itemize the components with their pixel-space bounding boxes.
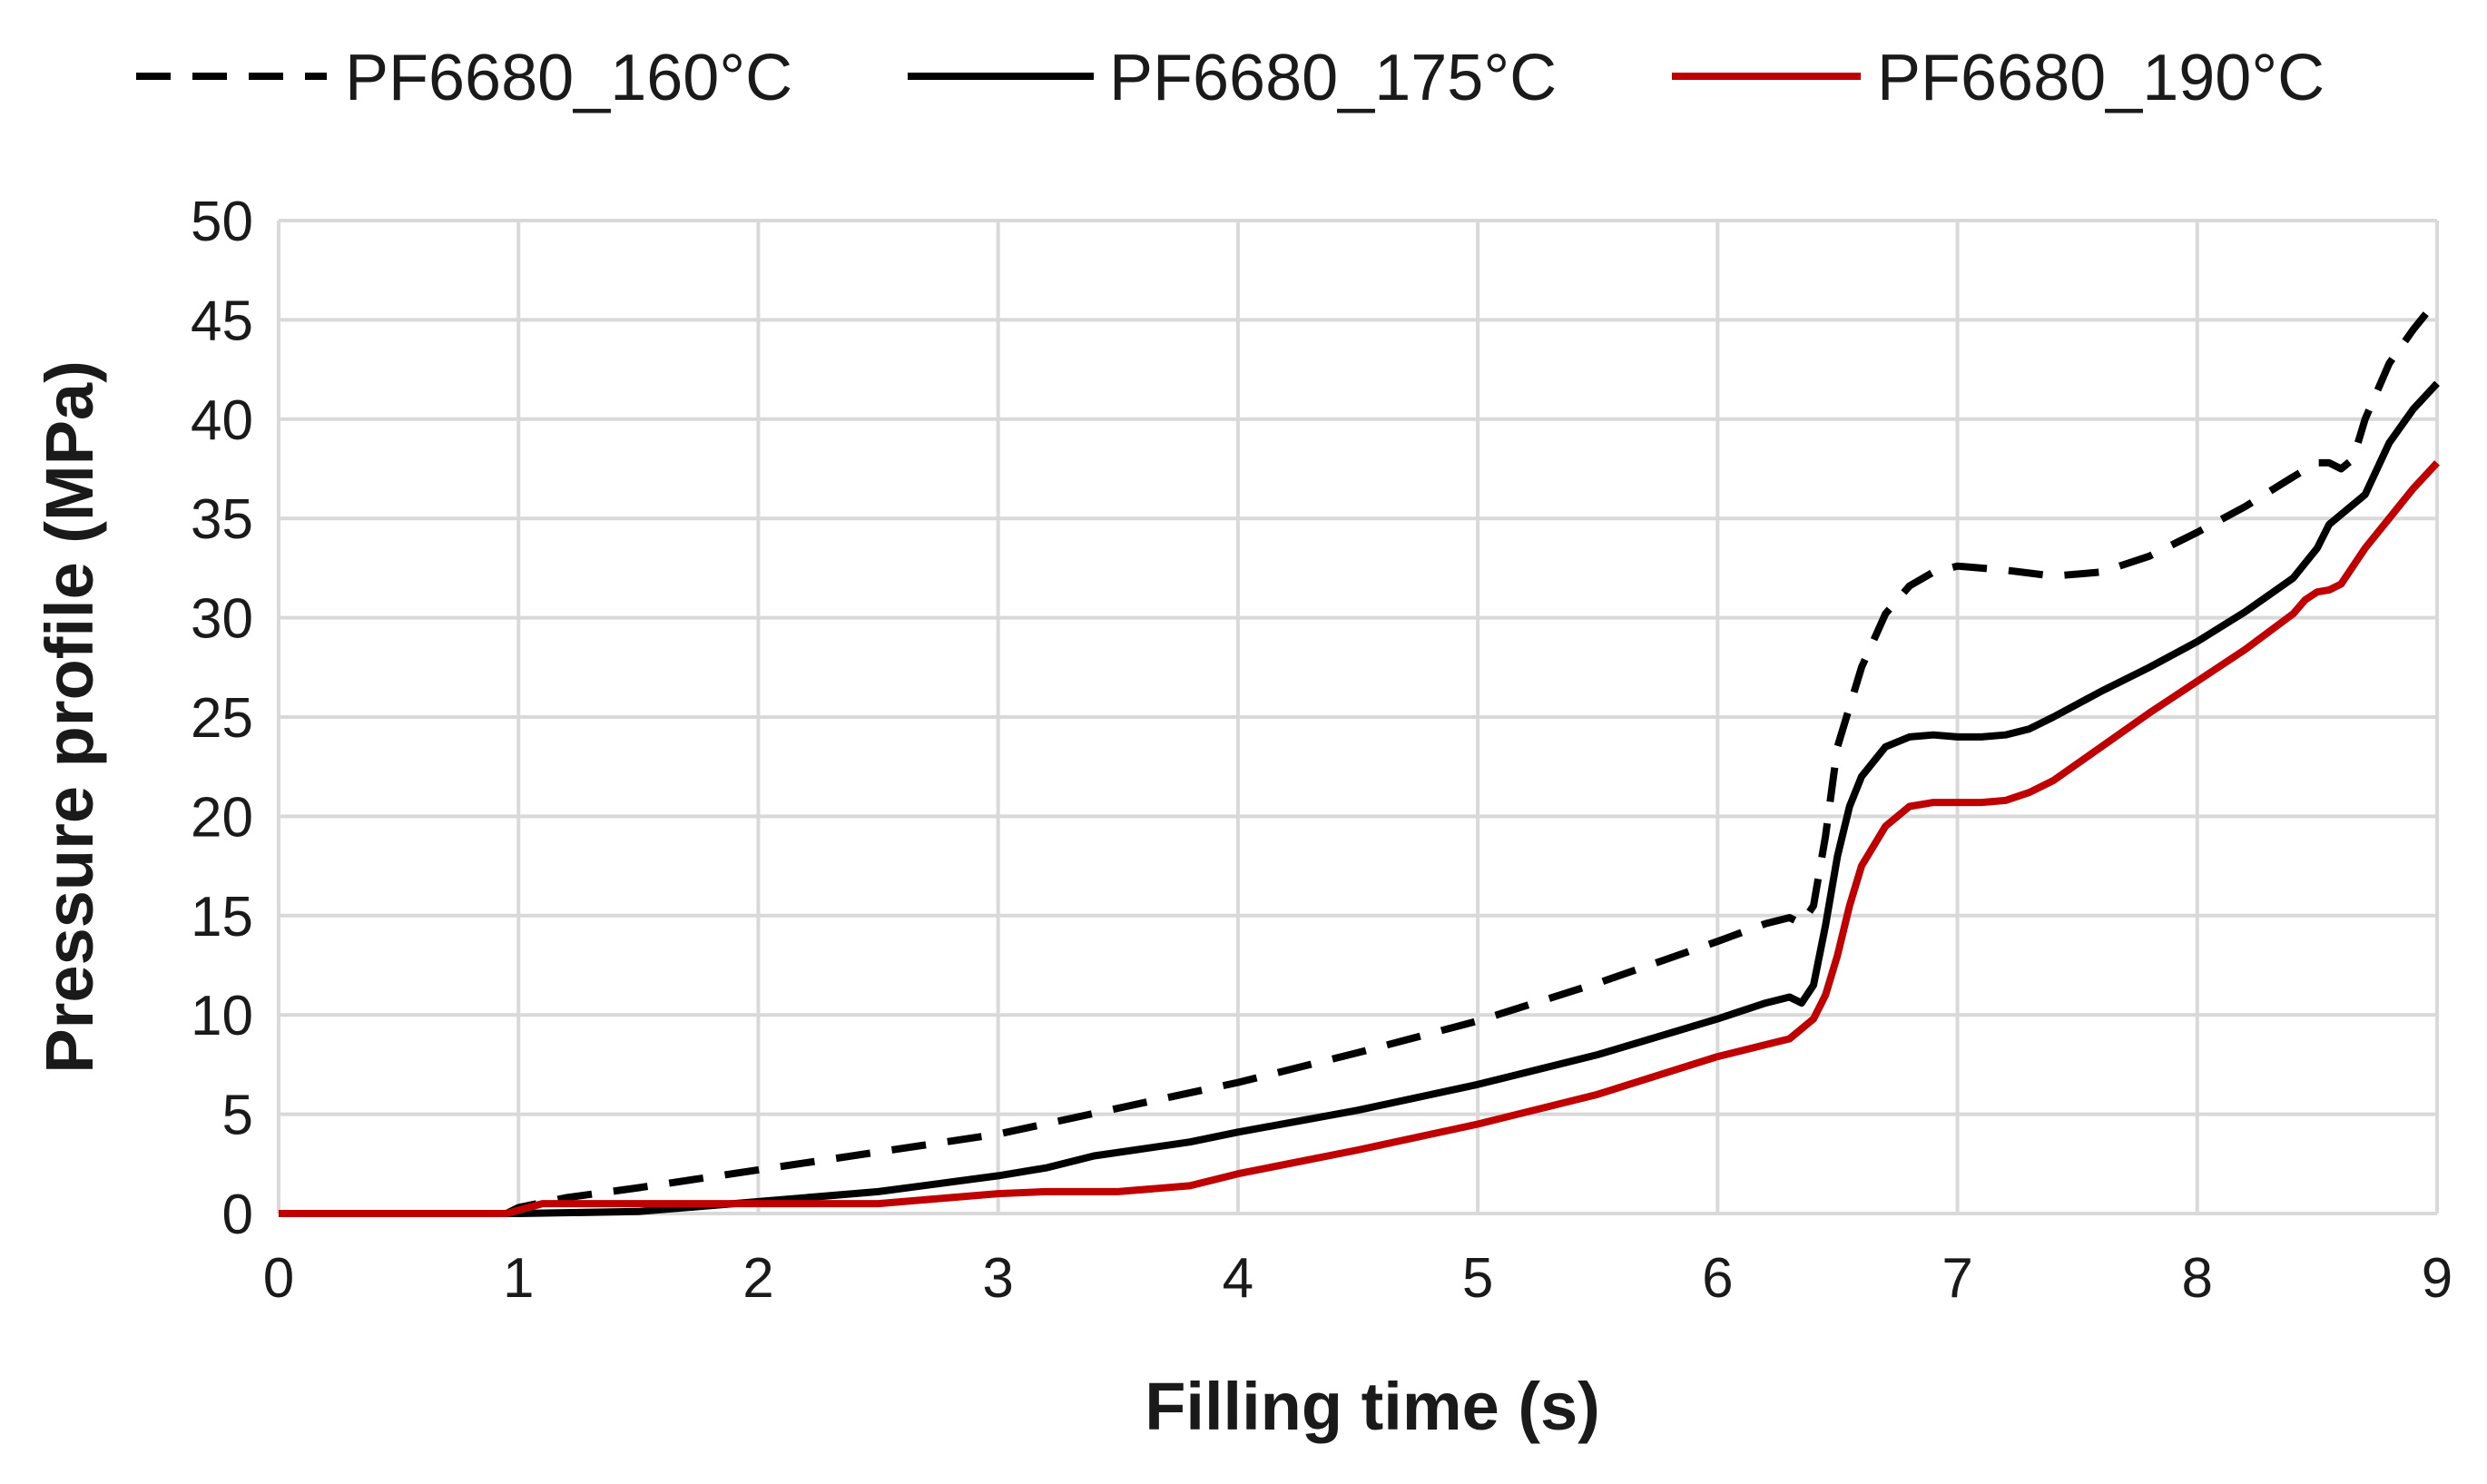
- y-tick-label-35: 35: [191, 488, 253, 551]
- y-tick-label-15: 15: [191, 886, 253, 948]
- x-tick-label-1: 1: [503, 1247, 534, 1310]
- legend-entry-190: PF6680_190°C: [1672, 42, 2325, 114]
- y-tick-label-10: 10: [191, 985, 253, 1047]
- y-tick-label-25: 25: [191, 687, 253, 750]
- x-tick-label-6: 6: [1702, 1247, 1733, 1310]
- grid-lines: [277, 219, 2439, 1215]
- legend-label-190: PF6680_190°C: [1877, 42, 2325, 114]
- legend-label-160: PF6680_160°C: [345, 42, 792, 114]
- x-axis-title: Filling time (s): [1145, 1369, 1600, 1444]
- y-tick-label-50: 50: [191, 191, 253, 253]
- series-line-190: [279, 460, 2440, 1217]
- x-tick-label-8: 8: [2182, 1247, 2213, 1310]
- x-tick-label-9: 9: [2422, 1247, 2453, 1310]
- x-axis-ticks: 0 1 2 3 4 5 6 7 8 9: [263, 1247, 2453, 1310]
- series-line-160: [279, 297, 2441, 1217]
- y-tick-label-30: 30: [191, 588, 253, 651]
- legend: PF6680_160°C PF6680_175°C PF6680_190°C: [136, 42, 2325, 114]
- y-axis-title: Pressure profile (MPa): [32, 360, 107, 1073]
- x-tick-label-2: 2: [742, 1247, 773, 1310]
- x-tick-label-3: 3: [982, 1247, 1013, 1310]
- y-tick-label-0: 0: [222, 1184, 253, 1246]
- data-series: [279, 297, 2441, 1217]
- legend-entry-175: PF6680_175°C: [908, 42, 1557, 114]
- x-tick-label-4: 4: [1223, 1247, 1253, 1310]
- y-axis-ticks: 0 5 10 15 20 25 30 35 40 45 50: [191, 191, 253, 1246]
- y-tick-label-20: 20: [191, 786, 253, 849]
- x-tick-label-0: 0: [263, 1247, 294, 1310]
- y-tick-label-40: 40: [191, 389, 253, 452]
- x-tick-label-7: 7: [1941, 1247, 1972, 1310]
- legend-entry-160: PF6680_160°C: [136, 42, 792, 114]
- legend-label-175: PF6680_175°C: [1109, 42, 1557, 114]
- x-tick-label-5: 5: [1462, 1247, 1493, 1310]
- y-tick-label-5: 5: [222, 1085, 253, 1147]
- y-tick-label-45: 45: [191, 290, 253, 352]
- series-line-175: [279, 380, 2440, 1217]
